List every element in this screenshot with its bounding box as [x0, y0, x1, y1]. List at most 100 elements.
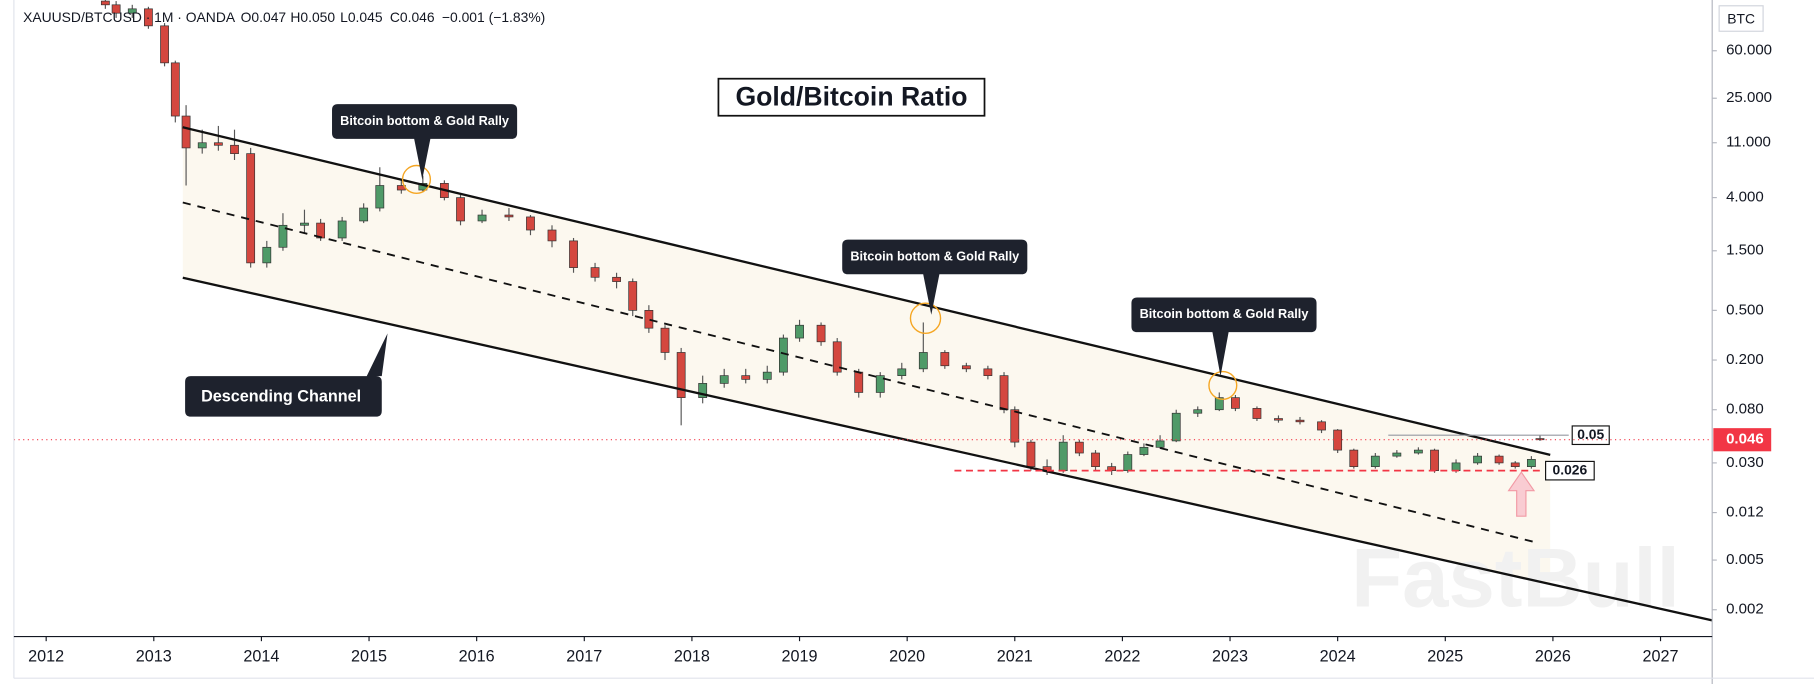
- change-value: −0.001 (−1.83%): [442, 9, 545, 25]
- x-tick-label: 2019: [782, 648, 818, 666]
- candle-body: [1295, 419, 1305, 423]
- candle-body: [504, 214, 514, 218]
- callout-text: Bitcoin bottom & Gold Rally: [340, 113, 509, 128]
- candle-body: [816, 324, 826, 343]
- candle-body: [1155, 440, 1165, 448]
- candle-body: [1193, 409, 1203, 414]
- candle-body: [337, 220, 347, 239]
- symbol-info: XAUUSD/BTCUSD · 1M · OANDA: [23, 9, 236, 25]
- candle-body: [940, 352, 950, 367]
- candle-body: [144, 8, 153, 27]
- y-tick-label: 60.000: [1726, 42, 1772, 59]
- candle-body: [628, 281, 638, 311]
- level-label-box: [1545, 460, 1595, 481]
- candle-body: [1430, 449, 1439, 472]
- highlight-circle: [909, 302, 942, 335]
- callout-box: [842, 239, 1028, 315]
- channel-mid: [182, 201, 1534, 543]
- candle-body: [698, 383, 708, 398]
- candle-body: [1535, 438, 1545, 441]
- x-tick-label: 2013: [136, 648, 172, 666]
- candle-body: [999, 375, 1009, 411]
- callout-box: [185, 333, 388, 417]
- candle-body: [100, 0, 110, 6]
- x-tick-label: 2023: [1212, 648, 1248, 666]
- candle-body: [1451, 462, 1461, 472]
- candle-body: [983, 368, 993, 376]
- candle-body: [1214, 397, 1224, 411]
- ohlc-value: C0.046: [390, 9, 435, 25]
- candle-body: [1413, 449, 1423, 454]
- ohlc-value: L0.045: [340, 9, 383, 25]
- candle-body: [719, 375, 729, 384]
- candle-body: [230, 144, 239, 154]
- candle-body: [1274, 418, 1283, 421]
- unit-label: BTC: [1727, 10, 1755, 26]
- last-price-label: 0.046: [1726, 431, 1764, 448]
- header: XAUUSD/BTCUSD · 1M · OANDA O0.047 H0.050 L0…: [23, 9, 545, 25]
- x-tick-label: 2016: [459, 648, 495, 666]
- candle-body: [197, 142, 207, 149]
- candle-body: [1252, 408, 1262, 419]
- candle-body: [1058, 441, 1068, 472]
- candle-body: [1510, 462, 1520, 467]
- candle-body: [569, 240, 578, 268]
- channel-fill: [182, 127, 1551, 584]
- candle-body: [213, 142, 223, 146]
- candle-body: [795, 324, 804, 339]
- channel-label: Descending Channel: [201, 387, 361, 405]
- highlight-circle: [401, 164, 432, 194]
- unit-box: [1718, 5, 1764, 32]
- title-box: [717, 77, 986, 117]
- candle-body: [961, 365, 971, 370]
- channel-lower: [182, 276, 1713, 622]
- candle-body: [897, 368, 907, 376]
- candle-body: [854, 371, 864, 393]
- candle-body: [676, 352, 686, 398]
- x-tick-label: 2014: [243, 648, 279, 666]
- y-tick-label: 0.030: [1726, 454, 1764, 471]
- candle-body: [1231, 397, 1240, 409]
- candle-body: [1526, 459, 1536, 467]
- level-label-box: [1571, 425, 1610, 446]
- channel-upper: [182, 126, 1551, 456]
- candle-body: [832, 341, 842, 373]
- candle-body: [246, 153, 256, 264]
- y-tick-label: 0.002: [1726, 601, 1764, 618]
- candle-body: [1091, 452, 1100, 467]
- candle-body: [1139, 446, 1149, 455]
- candle-body: [741, 375, 751, 380]
- x-tick-label: 2027: [1643, 648, 1679, 666]
- candle-body: [1473, 455, 1482, 464]
- callout-text: Bitcoin bottom & Gold Rally: [850, 248, 1019, 263]
- candle-body: [1171, 412, 1181, 442]
- y-tick-label: 0.500: [1726, 301, 1764, 318]
- highlight-circle: [1208, 370, 1238, 400]
- candle-body: [762, 371, 772, 380]
- candle-body: [1317, 421, 1326, 431]
- candle-body: [127, 8, 137, 14]
- callout-box: [1131, 297, 1317, 377]
- candles: [100, 0, 1545, 476]
- candle-body: [660, 327, 670, 353]
- ohlc-value: H0.050: [290, 9, 335, 25]
- x-tick-label: 2025: [1427, 648, 1463, 666]
- candle-body: [1392, 452, 1402, 457]
- candle-body: [590, 267, 600, 278]
- level-label: 0.05: [1577, 426, 1604, 442]
- candle-body: [1026, 441, 1036, 467]
- x-tick-label: 2018: [674, 648, 710, 666]
- y-tick-label: 25.000: [1726, 89, 1772, 106]
- candle-body: [1123, 454, 1133, 472]
- candle-body: [477, 214, 487, 222]
- y-tick-label: 0.200: [1726, 351, 1764, 368]
- candle-body: [181, 115, 191, 149]
- y-tick-label: 0.080: [1726, 401, 1764, 418]
- candle-body: [1010, 409, 1020, 443]
- last-price-box: [1713, 428, 1772, 452]
- candle-body: [644, 310, 654, 329]
- watermark: FastBull: [1351, 531, 1680, 624]
- candle-body: [612, 276, 621, 282]
